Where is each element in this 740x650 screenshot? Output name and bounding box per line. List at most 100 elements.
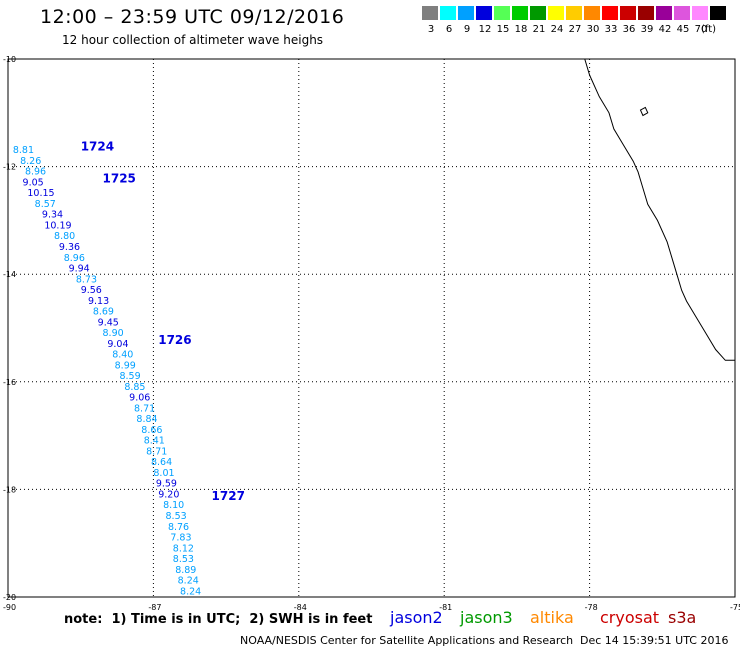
wave-height-value: 9.20 [158, 489, 179, 500]
legend-swatch [656, 6, 673, 20]
wave-height-value: 8.26 [20, 156, 41, 167]
wave-height-value: 8.24 [178, 576, 199, 587]
pass-label: 1724 [81, 139, 114, 153]
timestamp-text: Dec 14 15:39:51 UTC 2016 [580, 634, 729, 647]
island-shape [639, 106, 649, 117]
legend-label: 36 [622, 24, 636, 35]
wave-height-value: 8.84 [136, 414, 157, 425]
wave-height-value: 8.96 [64, 253, 85, 264]
legend-label: 6 [445, 24, 453, 35]
wave-height-value: 8.53 [166, 511, 187, 522]
wave-height-value: 9.05 [23, 177, 44, 188]
observations: 8.818.268.969.0510.158.579.3410.198.809.… [13, 145, 201, 597]
legend-swatch [710, 6, 727, 20]
lat-tick-label: -14 [3, 270, 16, 279]
wave-height-value: 8.71 [146, 446, 167, 457]
wave-height-value: 9.36 [59, 242, 80, 253]
wave-height-value: 8.41 [144, 436, 165, 447]
legend-swatch [422, 6, 439, 20]
wave-height-value: 8.81 [13, 145, 34, 156]
coastline-path [584, 58, 735, 361]
legend-swatch [638, 6, 655, 20]
legend-swatch [566, 6, 583, 20]
satellite-label: cryosat [600, 608, 660, 627]
pass-label: 1726 [158, 333, 191, 347]
legend-label: 18 [514, 24, 528, 35]
legend-swatch [458, 6, 475, 20]
wave-height-value: 10.19 [44, 220, 71, 231]
legend-label: 30 [586, 24, 600, 35]
satellite-label: s3a [668, 608, 697, 627]
wave-height-value: 8.53 [173, 554, 194, 565]
map-frame [7, 58, 736, 598]
lat-tick-label: -16 [3, 378, 16, 387]
legend-swatch [674, 6, 691, 20]
lon-tick-label: -87 [148, 603, 161, 612]
legend-swatch [440, 6, 457, 20]
axis-labels: -10 -12 -14 -16 -18 -20-90 -87 -84 -81 -78 -75 [3, 55, 740, 612]
wave-height-value: 8.66 [141, 425, 162, 436]
wave-height-value: 8.24 [180, 586, 201, 597]
pass-labels: 1724 1725 1726 1727 [81, 139, 245, 503]
lat-tick-label: -10 [3, 55, 16, 64]
legend-swatch [512, 6, 529, 20]
wave-height-value: 8.90 [103, 328, 124, 339]
lon-tick-label: -90 [3, 603, 16, 612]
wave-height-value: 8.89 [175, 565, 196, 576]
wave-height-value: 8.73 [76, 274, 97, 285]
wave-height-value: 8.64 [151, 457, 172, 468]
wave-height-value: 8.01 [153, 468, 174, 479]
legend-label: 21 [532, 24, 546, 35]
note-text: note: 1) Time is in UTC; 2) SWH is in fe… [64, 612, 373, 627]
legend-swatch [584, 6, 601, 20]
lat-tick-label: -20 [3, 593, 16, 602]
wave-height-value: 8.57 [35, 199, 56, 210]
lat-tick-label: -12 [3, 163, 16, 172]
legend-swatch [620, 6, 637, 20]
lon-tick-label: -84 [294, 603, 307, 612]
legend-unit: (ft) [701, 24, 717, 35]
wave-height-value: 8.80 [54, 231, 75, 242]
legend-label: 45 [676, 24, 690, 35]
legend-label: 9 [463, 24, 471, 35]
wave-height-value: 9.06 [129, 393, 150, 404]
pass-label: 1725 [103, 172, 136, 186]
coastline [584, 58, 735, 361]
wave-height-value: 9.94 [69, 264, 90, 275]
wave-height-value: 8.40 [112, 350, 133, 361]
wave-height-value: 8.99 [115, 360, 136, 371]
wave-height-value: 9.34 [42, 210, 63, 221]
legend-swatch [530, 6, 547, 20]
lat-tick-label: -18 [3, 485, 16, 494]
wave-height-value: 8.10 [163, 500, 184, 511]
legend-label: 70 [694, 24, 708, 35]
wave-height-value: 8.12 [173, 543, 194, 554]
wave-height-value: 8.59 [119, 371, 140, 382]
credit-text: NOAA/NESDIS Center for Satellite Applica… [240, 634, 574, 647]
wave-height-value: 7.83 [170, 533, 191, 544]
wave-height-value: 9.13 [88, 296, 109, 307]
satellite-label: altika [530, 608, 574, 627]
graticule [7, 58, 736, 598]
map-subtitle: 12 hour collection of altimeter wave hei… [62, 33, 324, 47]
legend-label: 24 [550, 24, 564, 35]
map-title: 12:00 – 23:59 UTC 09/12/2016 [40, 6, 345, 28]
legend-label: 33 [604, 24, 618, 35]
lon-tick-label: -75 [730, 603, 740, 612]
wave-height-value: 8.85 [124, 382, 145, 393]
legend-label: 12 [478, 24, 492, 35]
lon-tick-label: -81 [439, 603, 452, 612]
legend-label: 15 [496, 24, 510, 35]
wave-height-value: 9.04 [107, 339, 128, 350]
wave-height-value: 8.71 [134, 403, 155, 414]
wave-height-value: 9.56 [81, 285, 102, 296]
wave-height-value: 10.15 [27, 188, 54, 199]
wave-height-value: 8.96 [25, 167, 46, 178]
lon-tick-label: -78 [585, 603, 598, 612]
legend-swatch [494, 6, 511, 20]
wave-height-value: 9.59 [156, 479, 177, 490]
pass-label: 1727 [212, 489, 245, 503]
wave-height-value: 8.69 [93, 307, 114, 318]
legend-swatch [476, 6, 493, 20]
